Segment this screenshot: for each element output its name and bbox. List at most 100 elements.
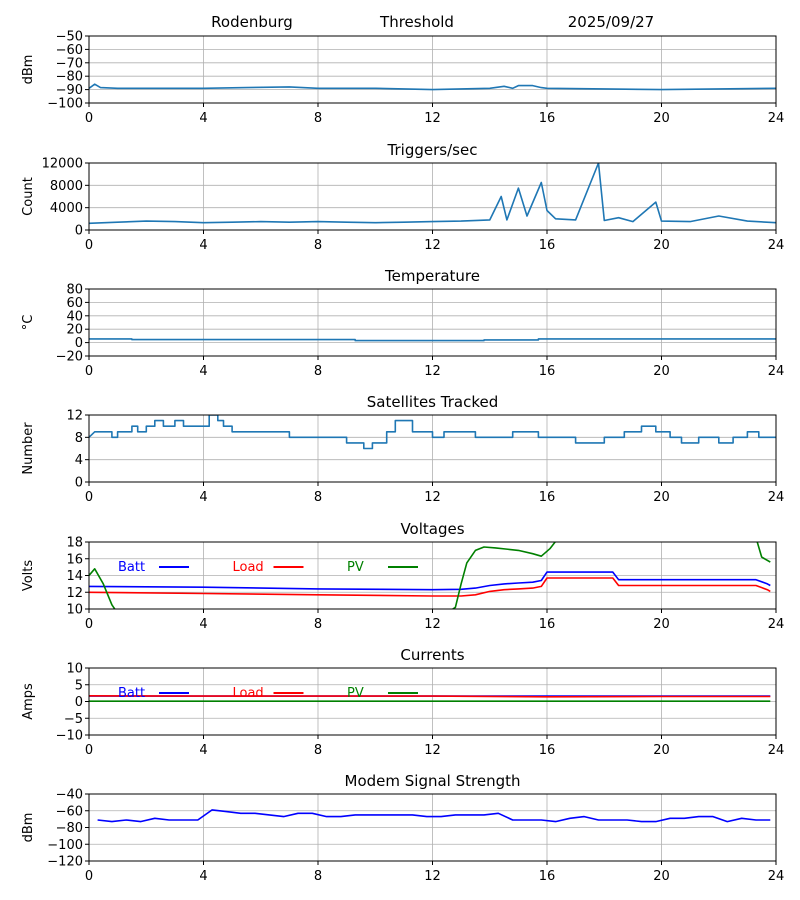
chart-title: Currents xyxy=(400,646,464,664)
series-line-0 xyxy=(89,415,776,450)
x-tick-label: 0 xyxy=(85,869,93,884)
y-axis-label: dBm xyxy=(21,813,36,843)
x-tick-label: 8 xyxy=(314,869,322,884)
x-tick-label: 16 xyxy=(539,238,556,253)
series-line-load xyxy=(89,694,771,698)
y-tick-label: −120 xyxy=(47,855,83,870)
y-tick-label: 18 xyxy=(66,536,83,551)
x-tick-label: 16 xyxy=(539,364,556,379)
x-tick-label: 4 xyxy=(199,490,207,505)
legend-label-load: Load xyxy=(233,686,264,701)
series-line-batt xyxy=(89,571,771,591)
y-tick-label: 16 xyxy=(66,552,83,567)
x-tick-label: 8 xyxy=(314,238,322,253)
y-tick-label: 0 xyxy=(75,695,83,710)
y-tick-label: −40 xyxy=(56,788,83,803)
x-tick-label: 0 xyxy=(85,617,93,632)
x-tick-label: 24 xyxy=(768,238,785,253)
chart-title: Voltages xyxy=(400,520,464,538)
x-tick-label: 20 xyxy=(653,364,670,379)
chart-panel-3: 0 4 8 12 16 20 24 0 4 8 12 Satellites Tracked Number xyxy=(21,393,784,505)
series-line-0 xyxy=(89,83,776,91)
x-tick-label: 0 xyxy=(85,743,93,758)
x-tick-label: 24 xyxy=(768,490,785,505)
x-tick-label: 24 xyxy=(768,364,785,379)
y-tick-label: 5 xyxy=(75,678,83,693)
y-tick-label: −20 xyxy=(56,350,83,365)
x-tick-label: 8 xyxy=(314,617,322,632)
series-line-0 xyxy=(89,338,776,342)
chart-title: Temperature xyxy=(384,267,480,285)
x-tick-label: 20 xyxy=(653,490,670,505)
x-tick-label: 4 xyxy=(199,364,207,379)
y-tick-label: 0 xyxy=(75,336,83,351)
y-tick-label: −60 xyxy=(56,43,83,58)
x-tick-label: 0 xyxy=(85,364,93,379)
x-tick-label: 0 xyxy=(85,111,93,126)
series-line-load xyxy=(89,577,771,597)
x-tick-label: 16 xyxy=(539,743,556,758)
y-tick-label: 80 xyxy=(66,283,83,298)
x-tick-label: 24 xyxy=(768,617,785,632)
y-tick-label: 4 xyxy=(75,453,83,468)
y-axis-label: °C xyxy=(21,315,36,331)
x-tick-label: 20 xyxy=(653,743,670,758)
date-label: 2025/09/27 xyxy=(568,13,654,31)
chart-title: Modem Signal Strength xyxy=(345,772,521,790)
y-tick-label: −100 xyxy=(47,838,83,853)
x-tick-label: 12 xyxy=(424,617,441,632)
x-tick-label: 16 xyxy=(539,869,556,884)
x-tick-label: 12 xyxy=(424,111,441,126)
y-tick-label: −80 xyxy=(56,70,83,85)
mode-label: Threshold xyxy=(379,13,454,31)
series-line-pv xyxy=(89,542,771,609)
x-tick-label: 12 xyxy=(424,238,441,253)
y-tick-label: −70 xyxy=(56,56,83,71)
x-tick-label: 4 xyxy=(199,238,207,253)
series-line-0 xyxy=(97,809,771,823)
x-tick-label: 4 xyxy=(199,743,207,758)
x-tick-label: 4 xyxy=(199,617,207,632)
y-tick-label: 20 xyxy=(66,323,83,338)
x-tick-label: 8 xyxy=(314,111,322,126)
y-axis-label: Volts xyxy=(21,560,36,592)
x-tick-label: 20 xyxy=(653,869,670,884)
x-tick-label: 24 xyxy=(768,869,785,884)
y-tick-label: −50 xyxy=(56,30,83,45)
x-tick-label: 16 xyxy=(539,490,556,505)
x-tick-label: 20 xyxy=(653,617,670,632)
y-tick-label: 12 xyxy=(66,586,83,601)
x-tick-label: 24 xyxy=(768,111,785,126)
y-tick-label: 12 xyxy=(66,409,83,424)
y-axis-label: Number xyxy=(21,422,36,475)
y-tick-label: 10 xyxy=(66,662,83,677)
legend-label-pv: PV xyxy=(347,686,364,701)
chart-title: Satellites Tracked xyxy=(367,393,498,411)
legend-label-pv: PV xyxy=(347,560,364,575)
series-line-0 xyxy=(89,163,776,225)
x-tick-label: 16 xyxy=(539,111,556,126)
x-tick-label: 8 xyxy=(314,364,322,379)
y-tick-label: 8 xyxy=(75,431,83,446)
y-tick-label: 0 xyxy=(75,224,83,239)
y-tick-label: −100 xyxy=(47,97,83,112)
chart-panel-1: 0 4 8 12 16 20 24 0 4000 8000 12000 Triggers/sec Cou… xyxy=(21,141,784,253)
y-axis-label: dBm xyxy=(21,55,36,85)
y-tick-label: 60 xyxy=(66,296,83,311)
x-tick-label: 20 xyxy=(653,238,670,253)
chart-panel-6: 0 4 8 12 16 20 24 −120 −100 −80 −60−40 Modem Signal… xyxy=(21,772,784,884)
x-tick-label: 0 xyxy=(85,238,93,253)
x-tick-label: 12 xyxy=(424,364,441,379)
x-tick-label: 12 xyxy=(424,743,441,758)
y-tick-label: 12000 xyxy=(42,157,83,172)
x-tick-label: 12 xyxy=(424,490,441,505)
y-tick-label: −5 xyxy=(64,712,83,727)
y-tick-label: −10 xyxy=(56,729,83,744)
y-axis-label: Amps xyxy=(21,683,36,720)
y-tick-label: 4000 xyxy=(50,201,83,216)
x-tick-label: 12 xyxy=(424,869,441,884)
